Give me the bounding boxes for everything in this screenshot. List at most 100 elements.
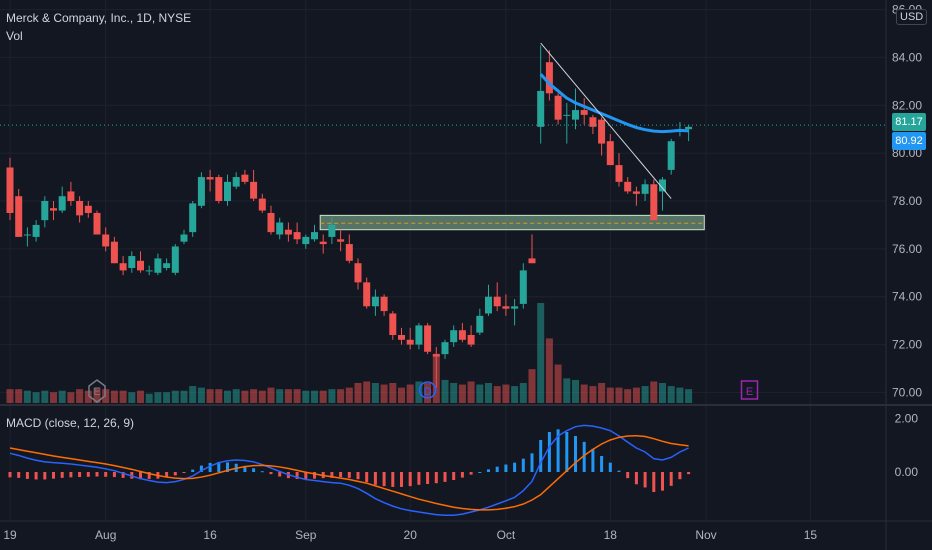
volume-bar bbox=[467, 381, 475, 403]
macd-histogram-bar bbox=[43, 472, 47, 480]
candle-body bbox=[154, 258, 162, 273]
event-marker-0[interactable]: E bbox=[88, 379, 106, 403]
macd-histogram-bar bbox=[269, 472, 273, 475]
support-zone[interactable] bbox=[319, 214, 705, 231]
candle-body bbox=[632, 191, 640, 194]
volume-bar bbox=[415, 381, 423, 403]
volume-bar bbox=[32, 392, 40, 403]
macd-histogram-bar bbox=[191, 469, 195, 472]
macd-histogram-bar bbox=[17, 472, 21, 478]
candle-body bbox=[67, 191, 75, 201]
time-tick-label: 16 bbox=[203, 528, 217, 542]
candle-body bbox=[232, 177, 240, 187]
candle-body bbox=[41, 201, 49, 221]
candle-body bbox=[615, 165, 623, 182]
candle-body bbox=[502, 306, 510, 309]
symbol-title: Merck & Company, Inc., 1D, NYSE bbox=[6, 11, 192, 25]
price-tick-label: 76.00 bbox=[892, 242, 922, 256]
macd-histogram-bar bbox=[382, 472, 386, 487]
macd-histogram-bar bbox=[678, 472, 682, 480]
event-marker-1[interactable]: D bbox=[418, 381, 437, 399]
candle-body bbox=[363, 282, 371, 307]
macd-histogram-bar bbox=[34, 472, 38, 480]
macd-histogram-bar bbox=[278, 472, 282, 477]
candle-body bbox=[519, 270, 527, 304]
candle-body bbox=[554, 95, 562, 120]
event-marker-label: D bbox=[424, 386, 432, 398]
volume-bar bbox=[267, 387, 275, 403]
macd-histogram-bar bbox=[539, 440, 543, 472]
candle-body bbox=[337, 239, 345, 242]
macd-histogram-bar bbox=[112, 472, 116, 478]
macd-histogram-bar bbox=[86, 472, 90, 477]
volume-bar bbox=[580, 384, 588, 403]
time-tick-label: Sep bbox=[295, 528, 317, 542]
volume-bar bbox=[650, 381, 658, 403]
macd-histogram-bar bbox=[608, 462, 612, 472]
volume-bar bbox=[337, 389, 345, 403]
volume-bar bbox=[319, 390, 327, 403]
volume-bar bbox=[58, 390, 66, 403]
candle-body bbox=[128, 256, 136, 268]
macd-histogram-bar bbox=[556, 429, 560, 472]
macd-histogram-bar bbox=[469, 472, 473, 475]
candle-body bbox=[311, 232, 318, 240]
macd-histogram-bar bbox=[478, 472, 482, 473]
macd-histogram-bar bbox=[243, 465, 247, 472]
volume-bar bbox=[232, 389, 240, 403]
volume-bar bbox=[6, 389, 14, 403]
candle-body bbox=[250, 181, 258, 199]
macd-histogram-bar bbox=[365, 472, 369, 483]
candle-body bbox=[163, 263, 171, 268]
ma-price-badge: 80.92 bbox=[892, 132, 926, 150]
macd-histogram-bar bbox=[652, 472, 656, 492]
macd-histogram-bar bbox=[208, 462, 212, 472]
event-marker-2[interactable]: E bbox=[740, 380, 759, 400]
macd-histogram-bar bbox=[600, 456, 604, 472]
volume-bar bbox=[224, 390, 231, 403]
volume-bar bbox=[563, 378, 571, 403]
candle-body bbox=[137, 260, 144, 271]
macd-histogram-bar bbox=[591, 448, 595, 472]
macd-histogram-bar bbox=[252, 468, 256, 472]
candle-body bbox=[485, 296, 492, 314]
candle-body bbox=[345, 244, 353, 261]
candle-body bbox=[206, 177, 214, 180]
macd-histogram-bar bbox=[356, 472, 360, 480]
candle-body bbox=[93, 212, 101, 235]
time-tick-label: Nov bbox=[695, 528, 716, 542]
volume-bar bbox=[406, 384, 414, 403]
volume-bar bbox=[659, 383, 666, 403]
price-tick-label: 82.00 bbox=[892, 98, 922, 112]
currency-button[interactable]: USD bbox=[896, 9, 928, 25]
volume-bar bbox=[171, 390, 179, 403]
macd-pane bbox=[8, 424, 691, 516]
candle-body bbox=[6, 167, 14, 213]
candle-body bbox=[659, 179, 666, 192]
candle-body bbox=[441, 342, 449, 355]
macd-histogram-bar bbox=[617, 470, 621, 472]
macd-histogram-bar bbox=[182, 472, 186, 473]
volume-bar bbox=[606, 387, 614, 403]
macd-histogram-bar bbox=[78, 472, 82, 478]
macd-histogram-bar bbox=[304, 472, 308, 480]
macd-histogram-bar bbox=[330, 472, 334, 478]
candle-body bbox=[84, 205, 92, 213]
candle-body bbox=[276, 222, 284, 235]
candle-body bbox=[650, 184, 658, 221]
time-tick-label: 18 bbox=[604, 528, 618, 542]
candle-body bbox=[328, 224, 336, 237]
candle-body bbox=[458, 330, 466, 340]
volume-bar bbox=[206, 389, 214, 403]
volume-bar bbox=[641, 386, 649, 403]
macd-histogram-bar bbox=[52, 472, 55, 479]
volume-bar bbox=[685, 389, 693, 403]
candle-body bbox=[389, 313, 397, 335]
volume-bar bbox=[528, 369, 536, 403]
macd-histogram-bar bbox=[643, 472, 647, 488]
volume-bar bbox=[667, 386, 675, 403]
candle-body bbox=[180, 234, 188, 242]
price-tick-label: 78.00 bbox=[892, 194, 922, 208]
